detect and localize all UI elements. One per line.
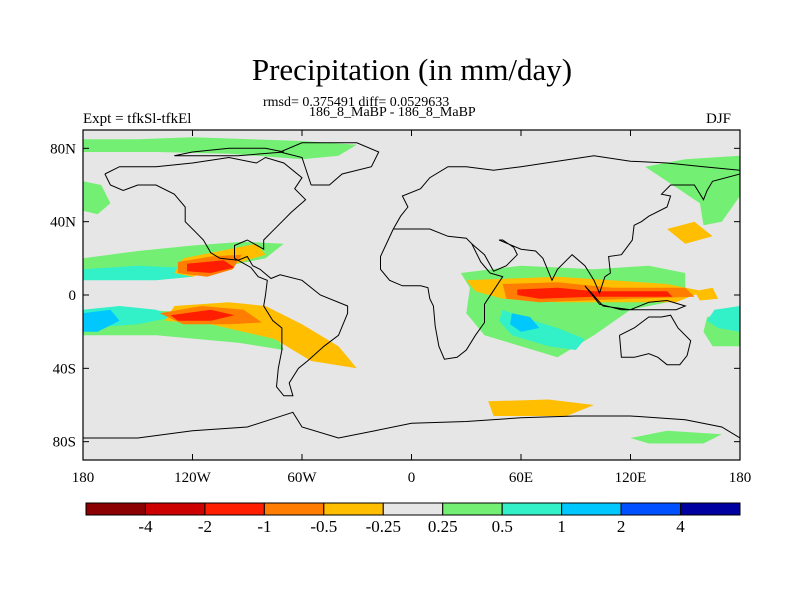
- precip-region-17: [488, 399, 594, 416]
- colorbar-swatch: [263, 502, 325, 516]
- coastline-2: [392, 155, 740, 230]
- precip-region-23: [187, 260, 235, 273]
- colorbar-swatch: [323, 502, 384, 516]
- precip-region-13: [510, 313, 540, 332]
- coastline-6: [584, 285, 687, 311]
- colorbar-label: -4: [138, 517, 153, 536]
- x-tick-label: 180: [72, 470, 95, 486]
- precip-region-25: [517, 287, 673, 299]
- x-tick-label: 60W: [287, 470, 317, 486]
- y-tick-label: 80N: [50, 141, 76, 157]
- precip-region-19: [694, 287, 719, 301]
- colorbar-swatch: [382, 502, 444, 516]
- colorbar-swatch: [204, 502, 265, 516]
- coastline-5: [619, 314, 692, 366]
- precip-region-18: [667, 221, 713, 244]
- experiment-label: Expt = tfkSl-tfkEl: [83, 111, 192, 127]
- colorbar-swatch: [561, 502, 622, 516]
- x-tick-label: 180: [729, 470, 752, 486]
- y-tick-label: 0: [69, 288, 77, 304]
- axis-ticks: 180 120W 60W 0 60E 120E 180 80N 40N 0 40S 80S: [50, 130, 751, 486]
- colorbar-swatch: [442, 502, 503, 516]
- precip-region-1: [83, 181, 111, 215]
- colorbar-label: 0.5: [492, 517, 513, 536]
- x-tick-label: 60E: [509, 470, 533, 486]
- colorbar-swatch: [620, 502, 682, 516]
- colorbar-label: -0.25: [366, 517, 401, 536]
- precip-region-24: [170, 309, 235, 321]
- colorbar-swatch: [144, 502, 206, 516]
- colorbar: -4 -2 -1 -0.5 -0.25 0.25 0.5 1 2 4: [85, 502, 741, 536]
- y-tick-label: 40N: [50, 215, 76, 231]
- precip-region-12: [83, 309, 120, 332]
- x-tick-label: 120E: [615, 470, 647, 486]
- x-tick-label: 120W: [174, 470, 212, 486]
- colorbar-label: -2: [198, 517, 212, 536]
- colorbar-label: 1: [557, 517, 566, 536]
- colorbar-label: 0.25: [428, 517, 458, 536]
- colorbar-swatch: [501, 502, 563, 516]
- y-tick-label: 40S: [53, 361, 76, 377]
- stats-annotation: rmsd= 0.375491 diff= 0.0529633: [263, 95, 450, 110]
- colorbar-swatch: [85, 502, 146, 516]
- coastline-8: [174, 147, 284, 157]
- precip-region-2: [645, 155, 740, 226]
- colorbar-label: -0.5: [310, 517, 337, 536]
- colorbar-label: 4: [676, 517, 685, 536]
- x-tick-label: 0: [408, 470, 416, 486]
- colorbar-label: 2: [617, 517, 626, 536]
- chart-title: Precipitation (in mm/day): [251, 52, 573, 87]
- coastline-layer: [83, 142, 740, 439]
- coastline-4: [471, 173, 740, 295]
- coastline-0: [104, 156, 349, 397]
- season-label: DJF: [706, 111, 732, 127]
- precip-region-8: [83, 265, 193, 281]
- precip-region-11: [707, 306, 740, 332]
- y-tick-label: 80S: [53, 435, 76, 451]
- colorbar-label: -1: [257, 517, 271, 536]
- coastline-7: [83, 411, 740, 439]
- colorbar-swatch: [680, 502, 741, 516]
- precip-region-7: [630, 430, 722, 444]
- runs-subtitle: 186_8_MaBP - 186_8_MaBP: [309, 105, 476, 120]
- coastline-1: [278, 142, 380, 186]
